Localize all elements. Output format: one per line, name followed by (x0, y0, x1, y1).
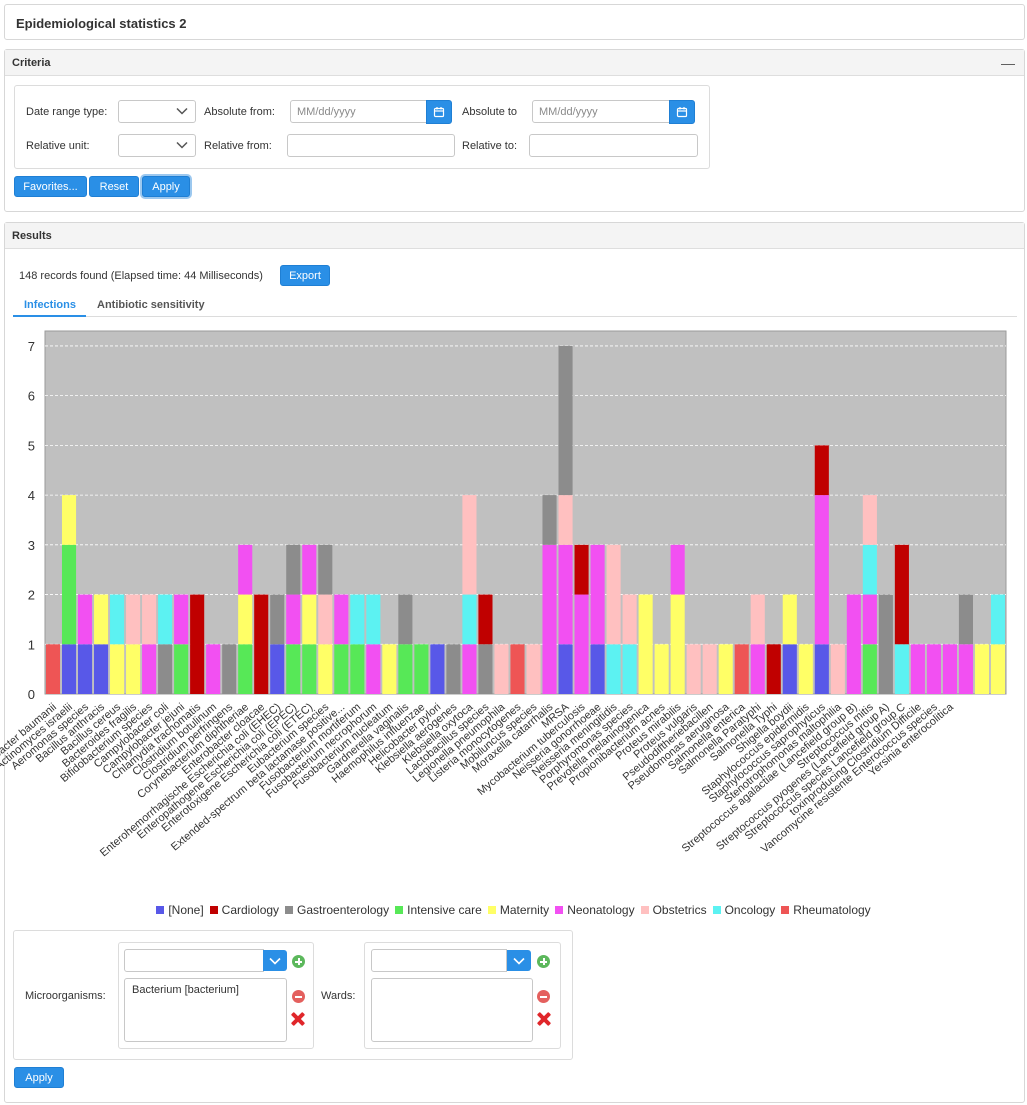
remove-ward-icon[interactable] (537, 990, 550, 1003)
legend-label: [None] (168, 903, 204, 917)
date-range-type-label: Date range type: (26, 106, 108, 118)
legend-swatch (395, 906, 404, 914)
absolute-from-calendar-button[interactable] (426, 100, 452, 124)
results-header: Results (5, 223, 1024, 249)
chart-legend: [None] Cardiology Gastroenterology Intensiv… (0, 903, 1027, 917)
chevron-down-icon (176, 141, 188, 149)
legend-label: Maternity (499, 903, 550, 917)
filters-apply-button[interactable]: Apply (14, 1067, 64, 1088)
reset-button[interactable]: Reset (89, 176, 139, 197)
collapse-criteria-button[interactable]: — (1001, 54, 1015, 71)
add-microorganism-icon[interactable] (292, 955, 305, 968)
legend-label: Rheumatology (793, 903, 871, 917)
legend-item: Obstetrics (640, 903, 707, 917)
wards-dropdown-button[interactable] (507, 950, 531, 971)
relative-unit-label: Relative unit: (26, 140, 90, 152)
wards-label: Wards: (321, 990, 356, 1002)
tab-antibiotic-sensitivity[interactable]: Antibiotic sensitivity (97, 299, 205, 311)
legend-item: Rheumatology (781, 903, 871, 917)
legend-label: Neonatology (567, 903, 635, 917)
active-tab-indicator (13, 315, 86, 317)
legend-swatch (781, 906, 790, 914)
criteria-title: Criteria (12, 56, 51, 69)
legend-item: [None] (156, 903, 204, 917)
legend-label: Obstetrics (652, 903, 707, 917)
microorganisms-dropdown-button[interactable] (263, 950, 287, 971)
results-title: Results (12, 229, 52, 242)
microorganisms-select[interactable] (124, 949, 264, 972)
tabs-underline (13, 316, 1017, 317)
criteria-header: Criteria — (5, 50, 1024, 76)
absolute-to-input[interactable] (532, 100, 670, 123)
legend-label: Oncology (724, 903, 776, 917)
legend-swatch (285, 906, 294, 914)
legend-swatch (640, 906, 649, 914)
tab-infections[interactable]: Infections (24, 299, 76, 311)
calendar-icon (676, 107, 688, 118)
absolute-from-label: Absolute from: (204, 106, 275, 118)
relative-to-input[interactable] (529, 134, 698, 157)
clear-microorganisms-icon[interactable] (291, 1012, 305, 1026)
relative-unit-select[interactable] (118, 134, 196, 157)
records-summary: 148 records found (Elapsed time: 44 Mill… (19, 270, 263, 282)
legend-item: Cardiology (209, 903, 280, 917)
absolute-from-input[interactable] (290, 100, 427, 123)
wards-list[interactable] (371, 978, 533, 1042)
date-range-type-select[interactable] (118, 100, 196, 123)
chevron-down-icon (269, 957, 281, 965)
legend-item: Oncology (712, 903, 776, 917)
legend-label: Cardiology (221, 903, 280, 917)
legend-swatch (487, 906, 496, 914)
microorganisms-label: Microorganisms: (25, 990, 106, 1002)
legend-swatch (156, 906, 165, 914)
legend-swatch (712, 906, 721, 914)
calendar-icon (433, 107, 445, 118)
legend-label: Intensive care (407, 903, 482, 917)
wards-select[interactable] (371, 949, 507, 972)
legend-label: Gastroenterology (297, 903, 390, 917)
page-title: Epidemiological statistics 2 (16, 16, 187, 31)
export-button[interactable]: Export (280, 265, 330, 286)
favorites-button[interactable]: Favorites... (14, 176, 87, 197)
legend-swatch (209, 906, 218, 914)
clear-wards-icon[interactable] (537, 1012, 551, 1026)
list-item[interactable]: Bacterium [bacterium] (132, 984, 239, 996)
absolute-to-label: Absolute to (462, 106, 518, 118)
legend-item: Neonatology (555, 903, 635, 917)
legend-item: Maternity (487, 903, 550, 917)
criteria-apply-button[interactable]: Apply (142, 176, 190, 197)
relative-from-input[interactable] (287, 134, 455, 157)
legend-swatch (555, 906, 564, 914)
microorganisms-list[interactable]: Bacterium [bacterium] (124, 978, 287, 1042)
chevron-down-icon (176, 107, 188, 115)
absolute-to-calendar-button[interactable] (669, 100, 695, 124)
page-title-panel: Epidemiological statistics 2 (4, 4, 1025, 40)
remove-microorganism-icon[interactable] (292, 990, 305, 1003)
legend-item: Intensive care (395, 903, 482, 917)
relative-from-label: Relative from: (204, 140, 272, 152)
legend-item: Gastroenterology (285, 903, 389, 917)
relative-to-label: Relative to: (462, 140, 518, 152)
add-ward-icon[interactable] (537, 955, 550, 968)
chevron-down-icon (513, 957, 525, 965)
